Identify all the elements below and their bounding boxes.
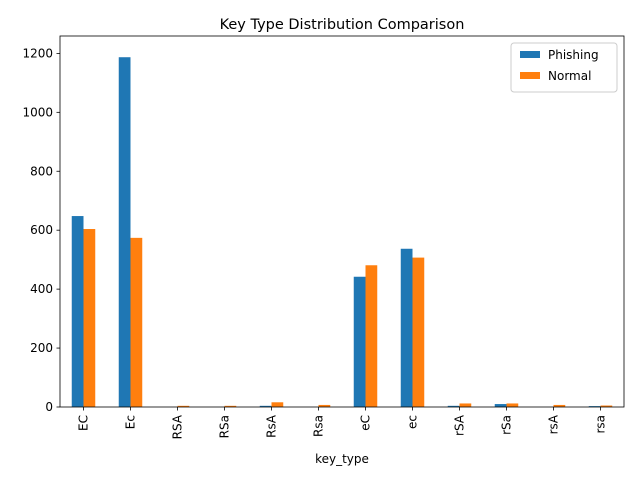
x-tick-label: rSa [500,415,514,435]
chart-title: Key Type Distribution Comparison [220,17,465,33]
bar-normal-RsA [271,402,284,407]
x-tick-label: ec [406,415,420,429]
bar-normal-rsA [553,404,566,407]
bar-phishing-rSA [447,405,460,407]
x-axis-label: key_type [315,452,369,466]
axes [59,35,625,408]
bar-phishing-rSa [494,404,507,407]
y-tick-label: 800 [30,164,53,178]
bar-phishing-Ec [118,57,131,407]
bar-normal-EC [83,229,96,407]
bar-phishing-ec [400,248,413,407]
y-tick-label: 0 [45,400,53,414]
x-tick-label: Ec [124,415,138,429]
bar-phishing-EC [71,216,84,407]
y-tick-label: 1200 [22,46,53,60]
x-tick-label: RSa [218,415,232,438]
bar-normal-Ec [130,237,143,407]
bar-phishing-RsA [259,405,272,407]
bar-normal-Rsa [318,404,331,407]
x-axis-ticks: EC Ec RSA RSa RsA Rsa eC ec rSA rSa rsA rsa [77,407,608,439]
plot-frame [59,35,625,408]
x-tick-label: eC [359,415,373,431]
bar-normal-rSA [459,403,472,407]
y-tick-label: 400 [30,282,53,296]
x-tick-label: EC [77,415,91,431]
x-tick-label: RSA [171,414,185,439]
legend-label-normal: Normal [548,69,591,83]
bar-normal-rSa [506,403,519,407]
bar-normal-eC [365,265,378,407]
bar-phishing-rsa [588,406,601,407]
x-tick-label: rsa [594,415,608,434]
y-axis-ticks: 0 200 400 600 800 1000 1200 [22,46,60,414]
x-tick-label: rSA [453,414,467,436]
y-tick-label: 1000 [22,105,53,119]
bar-normal-RSa [224,405,237,407]
legend-swatch-normal [520,72,540,79]
x-tick-label: rsA [547,414,561,434]
bar-normal-rsa [600,405,613,407]
y-tick-label: 200 [30,341,53,355]
legend-label-phishing: Phishing [548,48,599,62]
x-tick-label: Rsa [312,415,326,437]
bars-group [71,57,613,407]
bar-normal-ec [412,257,425,407]
x-tick-label: RsA [265,414,279,438]
bar-normal-RSA [177,405,190,407]
bar-phishing-eC [353,276,366,407]
y-tick-label: 600 [30,223,53,237]
legend: Phishing Normal [510,42,618,93]
legend-swatch-phishing [520,51,540,58]
